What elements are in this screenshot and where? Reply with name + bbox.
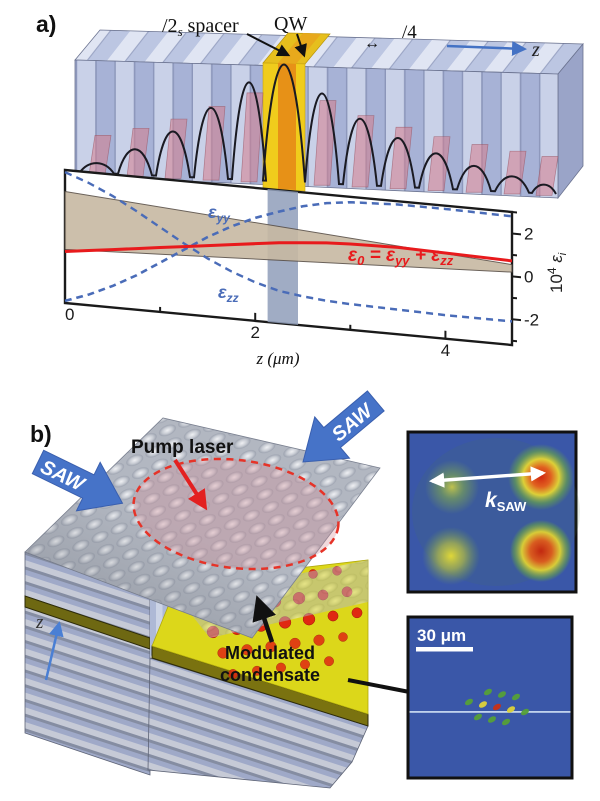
ksaw-label: kSAW xyxy=(485,489,527,514)
pump-spot-ellipse xyxy=(132,457,340,571)
dbr-structure-3d xyxy=(74,29,584,200)
x-tick-label: 4 xyxy=(441,341,450,360)
blob-bottom-left xyxy=(422,527,480,585)
z-axis-label: z xyxy=(531,39,540,61)
panel-b: SAW SAW b) Pump laser z Modulated conden… xyxy=(24,390,580,789)
inset-real-space: 30 μm xyxy=(406,615,574,780)
pump-laser-label: Pump laser xyxy=(131,437,234,458)
saw-arrow-left: SAW xyxy=(31,449,124,512)
condensate-label-line1: Modulated xyxy=(225,643,315,663)
scale-bar xyxy=(416,647,473,652)
pump-spot xyxy=(132,457,340,571)
x-tick-label: 0 xyxy=(65,305,74,324)
x-axis-title: z (μm) xyxy=(256,349,300,368)
strain-plot-labels: 0 2 4 2 0 -2 xyxy=(65,224,539,359)
pump-laser-arrow xyxy=(173,458,208,511)
eps0-equation-label: ε0 = εyy + εzz xyxy=(348,245,454,268)
qw-front xyxy=(278,63,296,190)
modulated-condensate-speckles xyxy=(465,688,529,726)
x-tick-label: 2 xyxy=(250,323,259,342)
panel-b-label: b) xyxy=(30,421,52,447)
saw-arrow-left-shape xyxy=(31,449,124,512)
y-tick-label: -2 xyxy=(524,310,539,329)
optical-field-envelope xyxy=(77,63,557,195)
spacer-arrow xyxy=(246,33,291,57)
condensate-arrow xyxy=(252,595,277,643)
eps-yy-curve-label: εyy xyxy=(208,202,231,225)
z-axis-arrow xyxy=(446,41,527,57)
y-axis-title: 104 εi xyxy=(545,252,569,293)
y-tick-label: 0 xyxy=(524,267,533,286)
eps-zz-curve-label: εzz xyxy=(218,282,239,305)
panel-b-scene: SAW SAW b) Pump laser z Modulated conden… xyxy=(24,390,580,789)
y-tick-label: 2 xyxy=(524,224,533,243)
qw-label: QW xyxy=(274,13,307,35)
blob-bottom-right xyxy=(510,520,572,582)
inset-real-bg xyxy=(406,615,574,780)
z-axis-arrow-b xyxy=(44,621,64,681)
pink-quarterwave-slabs xyxy=(88,92,559,196)
ksaw-double-arrow xyxy=(428,466,547,488)
inset-real-hline xyxy=(409,711,571,713)
condensate-label-line2: condensate xyxy=(220,665,320,685)
quarter-wave-label: /4 xyxy=(402,22,417,43)
saw-arrow-right-shape xyxy=(302,390,385,463)
strain-plot xyxy=(63,168,521,347)
panel-a-label: a) xyxy=(36,11,56,37)
spacer-label: /2s spacer xyxy=(162,15,239,39)
z-axis-label-b: z xyxy=(35,612,44,633)
quarter-wave-arrow-icon: ↔ xyxy=(364,35,380,52)
blob-top-left xyxy=(425,460,479,514)
inset-momentum-space: kSAW xyxy=(406,430,580,594)
qw-arrow xyxy=(294,33,307,58)
scale-bar-label: 30 μm xyxy=(417,626,466,645)
